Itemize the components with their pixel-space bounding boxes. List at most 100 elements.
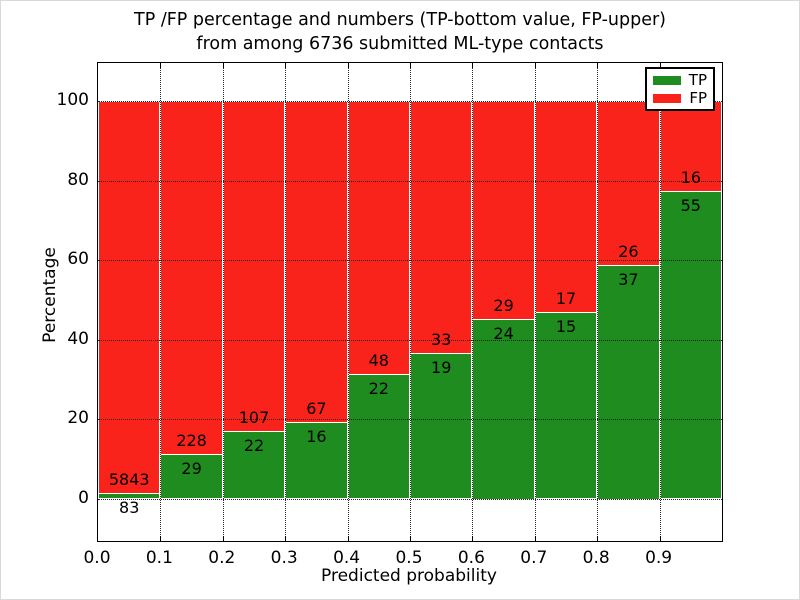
fp-count-label: 26 <box>618 242 639 261</box>
tp-bar-segment <box>222 430 286 499</box>
tp-bar-segment <box>659 190 722 499</box>
fp-bar-segment <box>659 101 722 191</box>
fp-legend-swatch <box>653 93 681 103</box>
bar-bin-0.3-0.4: 67 16 <box>285 63 348 541</box>
chart-title: TP /FP percentage and numbers (TP-bottom… <box>0 8 800 56</box>
x-tick-mark-bottom <box>410 536 411 541</box>
fp-count-label: 107 <box>238 407 270 427</box>
tp-count-label: 16 <box>306 426 327 446</box>
x-tick-label-0.3: 0.3 <box>270 548 298 568</box>
x-tick-mark-bottom <box>534 536 536 541</box>
tp-bar-segment <box>98 492 161 499</box>
x-axis-label: Predicted probability <box>321 566 497 586</box>
fp-count-label: 16 <box>680 167 701 187</box>
x-tick-mark-bottom <box>597 536 599 541</box>
y-tick-label-20: 20 <box>67 408 89 428</box>
chart-title-line2: from among 6736 submitted ML-type contac… <box>196 34 604 54</box>
fp-bar-segment <box>597 101 660 265</box>
x-tick-mark-top <box>534 63 536 68</box>
fp-count-label: 48 <box>368 350 389 370</box>
fp-bar-segment <box>222 101 286 431</box>
fp-count-label: 67 <box>306 398 327 418</box>
tp-legend-swatch <box>653 75 681 85</box>
y-tick-label-80: 80 <box>67 169 89 190</box>
x-tick-label-0.7: 0.7 <box>520 548 548 568</box>
v-gridline-0.3 <box>285 63 287 541</box>
v-gridline-0.5 <box>410 63 411 541</box>
tp-count-label: 22 <box>243 435 265 455</box>
x-tick-mark-bottom <box>472 536 474 541</box>
bar-bin-0.6-0.7: 29 24 <box>472 63 535 541</box>
bar-bin-0.0-0.1: 5843 83 <box>98 63 161 541</box>
tp-bar-segment <box>597 265 660 499</box>
y-tick-label-40: 40 <box>67 328 89 349</box>
bar-bin-0.9-1.0: 16 55 <box>659 63 722 541</box>
bar-bin-0.5-0.6: 33 19 <box>410 63 473 541</box>
bar-bin-0.8-0.9: 26 37 <box>597 63 660 541</box>
chart-title-line1: TP /FP percentage and numbers (TP-bottom… <box>134 10 666 30</box>
fp-bar-segment <box>98 101 161 493</box>
bar-bin-0.7-0.8: 17 15 <box>534 63 598 541</box>
fp-bar-segment <box>410 101 473 354</box>
legend-row-tp: TP <box>653 72 707 88</box>
x-tick-mark-top <box>160 63 162 68</box>
tp-bar-segment <box>347 373 410 499</box>
tp-count-label: 15 <box>555 317 577 337</box>
x-tick-mark-bottom <box>160 536 162 541</box>
v-gridline-0.8 <box>597 63 599 541</box>
tp-bar-segment <box>285 421 348 499</box>
x-tick-mark-top <box>410 63 411 68</box>
fp-count-label: 228 <box>176 430 207 450</box>
plot-area: 5843 83 228 29 107 22 67 16 48 22 33 19 29 24 17 15 26 37… <box>97 62 723 542</box>
y-tick-label-60: 60 <box>67 249 89 269</box>
fp-count-label: 17 <box>555 289 577 309</box>
x-tick-label-0.4: 0.4 <box>333 548 361 568</box>
tp-count-label: 83 <box>119 497 140 517</box>
y-tick-label-100: 100 <box>56 90 89 110</box>
x-tick-label-0.0: 0.0 <box>83 548 111 568</box>
x-tick-label-0.6: 0.6 <box>457 548 485 568</box>
fp-bar-segment <box>347 101 410 374</box>
x-tick-mark-top <box>659 63 661 68</box>
v-gridline-0.4 <box>347 63 349 541</box>
v-gridline-0.1 <box>160 63 162 541</box>
fp-legend-label: FP <box>689 89 707 107</box>
x-tick-mark-top <box>347 63 349 68</box>
v-gridline-0.7 <box>534 63 536 541</box>
x-tick-mark-top <box>222 63 224 68</box>
fp-bar-segment <box>160 101 223 454</box>
x-tick-label-0.5: 0.5 <box>395 548 423 568</box>
x-tick-mark-top <box>597 63 599 68</box>
fp-bar-segment <box>472 101 535 319</box>
legend-row-fp: FP <box>653 90 707 106</box>
x-tick-mark-top <box>472 63 474 68</box>
tp-count-label: 37 <box>618 270 639 289</box>
tp-count-label: 22 <box>368 378 389 398</box>
y-tick-label-0: 0 <box>78 487 89 508</box>
x-tick-mark-bottom <box>285 536 287 541</box>
v-gridline-0.2 <box>222 63 224 541</box>
bar-bin-0.1-0.2: 228 29 <box>160 63 223 541</box>
fp-bar-segment <box>534 101 598 313</box>
legend: TP FP <box>645 67 715 111</box>
bar-bin-0.4-0.5: 48 22 <box>347 63 410 541</box>
tp-count-label: 19 <box>431 358 452 378</box>
v-gridline-0.6 <box>472 63 474 541</box>
x-tick-label-0.9: 0.9 <box>645 548 673 568</box>
tp-count-label: 29 <box>181 458 202 478</box>
tp-legend-label: TP <box>688 71 707 89</box>
tp-count-label: 24 <box>493 323 514 343</box>
fp-count-label: 33 <box>431 330 452 350</box>
x-tick-mark-bottom <box>222 536 224 541</box>
x-tick-mark-top <box>285 63 287 68</box>
x-tick-mark-bottom <box>347 536 349 541</box>
fp-count-label: 29 <box>493 295 514 315</box>
tp-bar-segment <box>534 312 598 499</box>
x-tick-label-0.2: 0.2 <box>208 548 236 568</box>
v-gridline-0.9 <box>659 63 661 541</box>
fp-count-label: 5843 <box>108 469 150 489</box>
x-tick-mark-bottom <box>659 536 661 541</box>
x-tick-label-0.1: 0.1 <box>145 548 173 568</box>
bar-bin-0.2-0.3: 107 22 <box>222 63 286 541</box>
